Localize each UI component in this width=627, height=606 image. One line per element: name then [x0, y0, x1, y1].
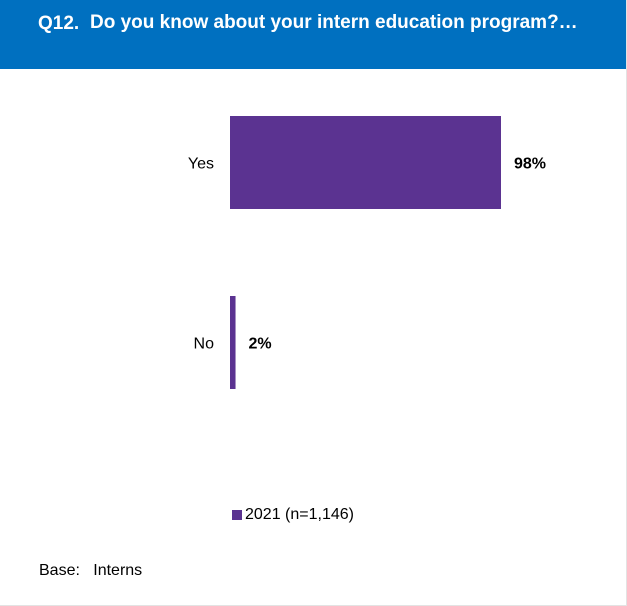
base-note: Base: Interns	[39, 562, 142, 580]
value-label-yes: 98%	[514, 156, 546, 173]
bar-chart: Yes 98% No 2%	[188, 116, 546, 389]
bar-yes	[230, 116, 501, 209]
base-value: Interns	[93, 562, 143, 579]
category-label-yes: Yes	[188, 156, 214, 173]
base-label: Base:	[39, 562, 80, 579]
category-label-no: No	[194, 336, 215, 353]
bar-no	[230, 296, 236, 389]
legend-label: 2021 (n=1,146)	[245, 506, 354, 523]
chart-legend: 2021 (n=1,146)	[232, 506, 354, 524]
question-header: Q12. Do you know about your intern educa…	[0, 0, 626, 69]
legend-swatch	[232, 510, 242, 520]
question-number: Q12.	[38, 13, 80, 34]
question-title: Do you know about your intern education …	[90, 12, 578, 33]
value-label-no: 2%	[249, 336, 272, 353]
